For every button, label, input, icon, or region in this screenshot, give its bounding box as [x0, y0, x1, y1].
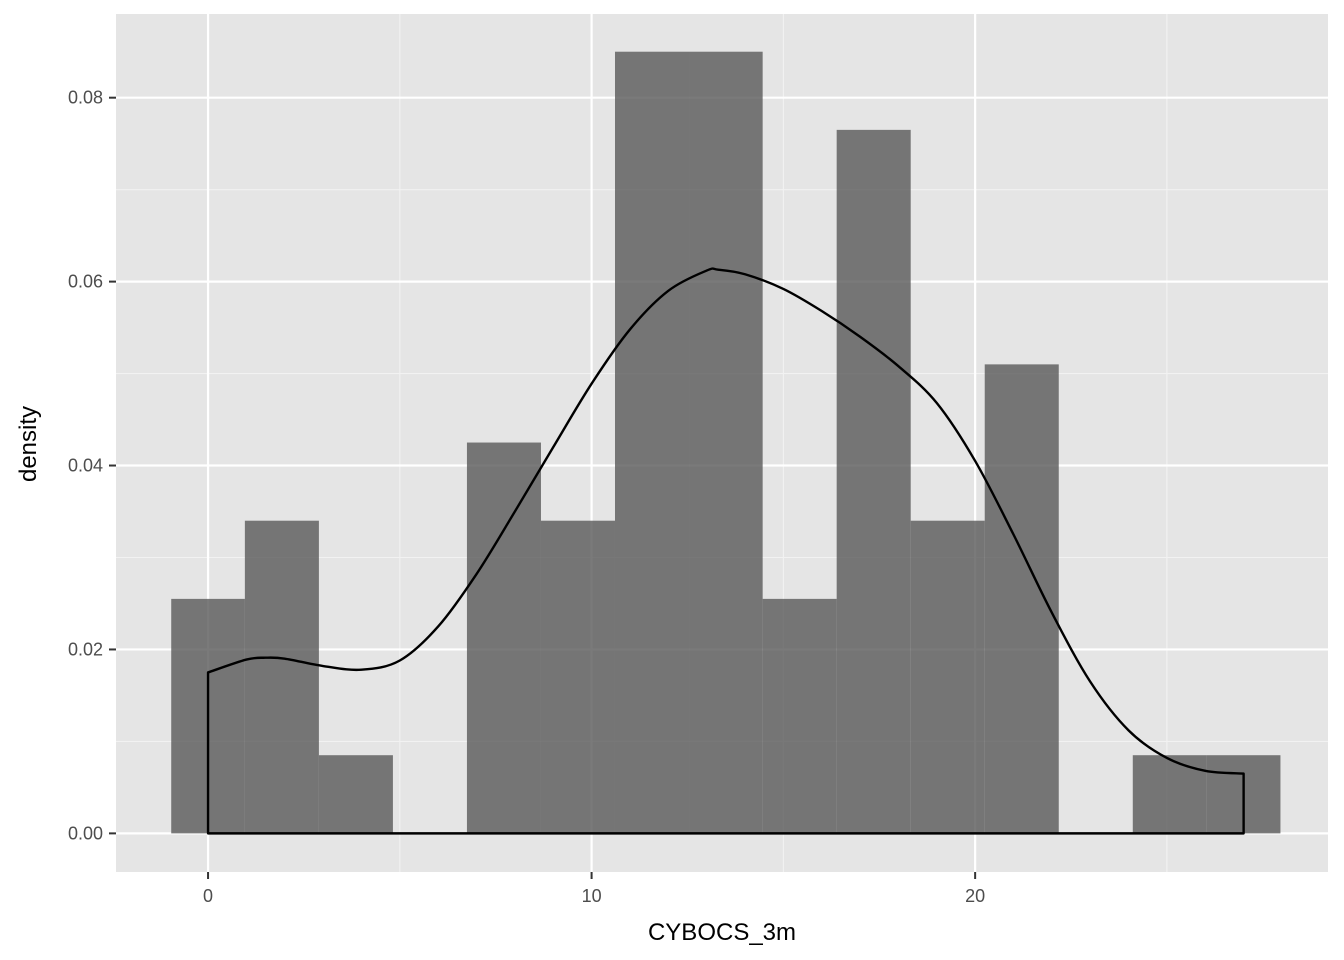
histogram-bar	[318, 755, 393, 834]
y-tick-label: 0.00	[68, 823, 103, 843]
density-curve-group	[206, 267, 1245, 835]
histogram-bar	[244, 520, 319, 834]
histogram-bar	[614, 51, 690, 834]
y-tick-label: 0.02	[68, 639, 103, 659]
histogram-bar	[689, 51, 763, 834]
y-axis-ticks: 0.00 0.02 0.04 0.06 0.08	[68, 88, 116, 843]
histogram-bar	[762, 598, 837, 834]
histogram-bar	[910, 520, 985, 834]
histogram-bar	[466, 442, 541, 834]
x-tick-label: 10	[582, 886, 602, 906]
histogram-bar	[1132, 755, 1207, 834]
density-curve	[206, 267, 1245, 835]
y-tick-label: 0.06	[68, 272, 103, 292]
y-tick-label: 0.04	[68, 456, 103, 476]
y-tick-label: 0.08	[68, 88, 103, 108]
histogram-bar	[984, 364, 1059, 834]
x-tick-label: 20	[965, 886, 985, 906]
x-tick-label: 0	[203, 886, 213, 906]
histogram-bar	[540, 520, 615, 834]
x-axis-title: CYBOCS_3m	[648, 919, 796, 946]
y-axis-title: density	[15, 406, 42, 482]
histogram-bar	[836, 129, 911, 834]
x-axis-ticks: 0 10 20	[203, 872, 985, 906]
histogram-bars	[171, 51, 1281, 834]
